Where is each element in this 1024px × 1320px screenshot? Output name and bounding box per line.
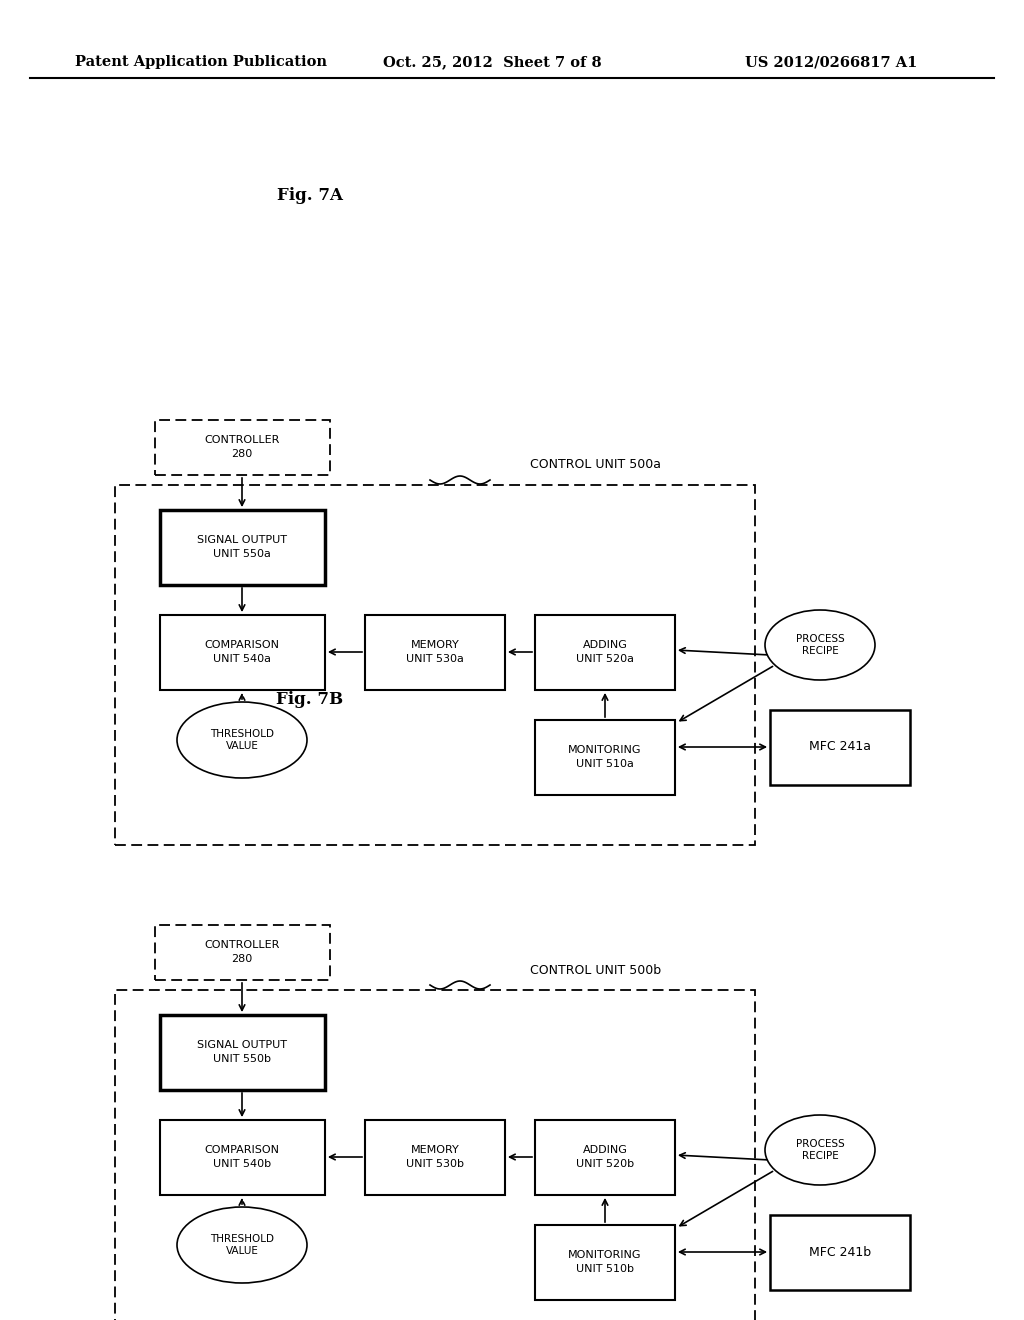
Ellipse shape <box>177 1206 307 1283</box>
Text: MEMORY
UNIT 530b: MEMORY UNIT 530b <box>406 1146 464 1168</box>
Text: US 2012/0266817 A1: US 2012/0266817 A1 <box>745 55 918 69</box>
Ellipse shape <box>765 1115 874 1185</box>
Text: CONTROL UNIT 500b: CONTROL UNIT 500b <box>530 964 662 977</box>
Text: COMPARISON
UNIT 540a: COMPARISON UNIT 540a <box>205 640 280 664</box>
Text: Fig. 7B: Fig. 7B <box>276 692 344 709</box>
Text: SIGNAL OUTPUT
UNIT 550b: SIGNAL OUTPUT UNIT 550b <box>197 1040 287 1064</box>
Text: MONITORING
UNIT 510a: MONITORING UNIT 510a <box>568 746 642 768</box>
Bar <box>160 510 325 585</box>
Text: THRESHOLD
VALUE: THRESHOLD VALUE <box>210 729 274 751</box>
Bar <box>115 484 755 845</box>
Bar <box>770 1214 910 1290</box>
Ellipse shape <box>765 610 874 680</box>
Text: ADDING
UNIT 520a: ADDING UNIT 520a <box>575 640 634 664</box>
Text: MFC 241b: MFC 241b <box>809 1246 871 1258</box>
Bar <box>365 1119 505 1195</box>
Bar <box>535 1225 675 1300</box>
Text: CONTROLLER
280: CONTROLLER 280 <box>205 436 280 458</box>
Text: THRESHOLD
VALUE: THRESHOLD VALUE <box>210 1234 274 1257</box>
Text: PROCESS
RECIPE: PROCESS RECIPE <box>796 634 845 656</box>
Bar <box>535 719 675 795</box>
Text: COMPARISON
UNIT 540b: COMPARISON UNIT 540b <box>205 1146 280 1168</box>
Text: CONTROL UNIT 500a: CONTROL UNIT 500a <box>530 458 662 471</box>
Text: PROCESS
RECIPE: PROCESS RECIPE <box>796 1139 845 1162</box>
Ellipse shape <box>177 702 307 777</box>
Text: MONITORING
UNIT 510b: MONITORING UNIT 510b <box>568 1250 642 1274</box>
Text: MEMORY
UNIT 530a: MEMORY UNIT 530a <box>407 640 464 664</box>
Text: Patent Application Publication: Patent Application Publication <box>75 55 327 69</box>
Bar <box>535 615 675 690</box>
Text: SIGNAL OUTPUT
UNIT 550a: SIGNAL OUTPUT UNIT 550a <box>197 536 287 558</box>
Text: MFC 241a: MFC 241a <box>809 741 871 754</box>
Bar <box>160 615 325 690</box>
Bar <box>160 1119 325 1195</box>
Text: Oct. 25, 2012  Sheet 7 of 8: Oct. 25, 2012 Sheet 7 of 8 <box>383 55 602 69</box>
Bar <box>160 1015 325 1090</box>
Text: CONTROLLER
280: CONTROLLER 280 <box>205 940 280 964</box>
Bar <box>365 615 505 690</box>
Text: Fig. 7A: Fig. 7A <box>278 186 343 203</box>
Bar <box>535 1119 675 1195</box>
Bar <box>115 990 755 1320</box>
Bar <box>770 710 910 785</box>
Bar <box>155 925 330 979</box>
Bar <box>155 420 330 475</box>
Text: ADDING
UNIT 520b: ADDING UNIT 520b <box>575 1146 634 1168</box>
